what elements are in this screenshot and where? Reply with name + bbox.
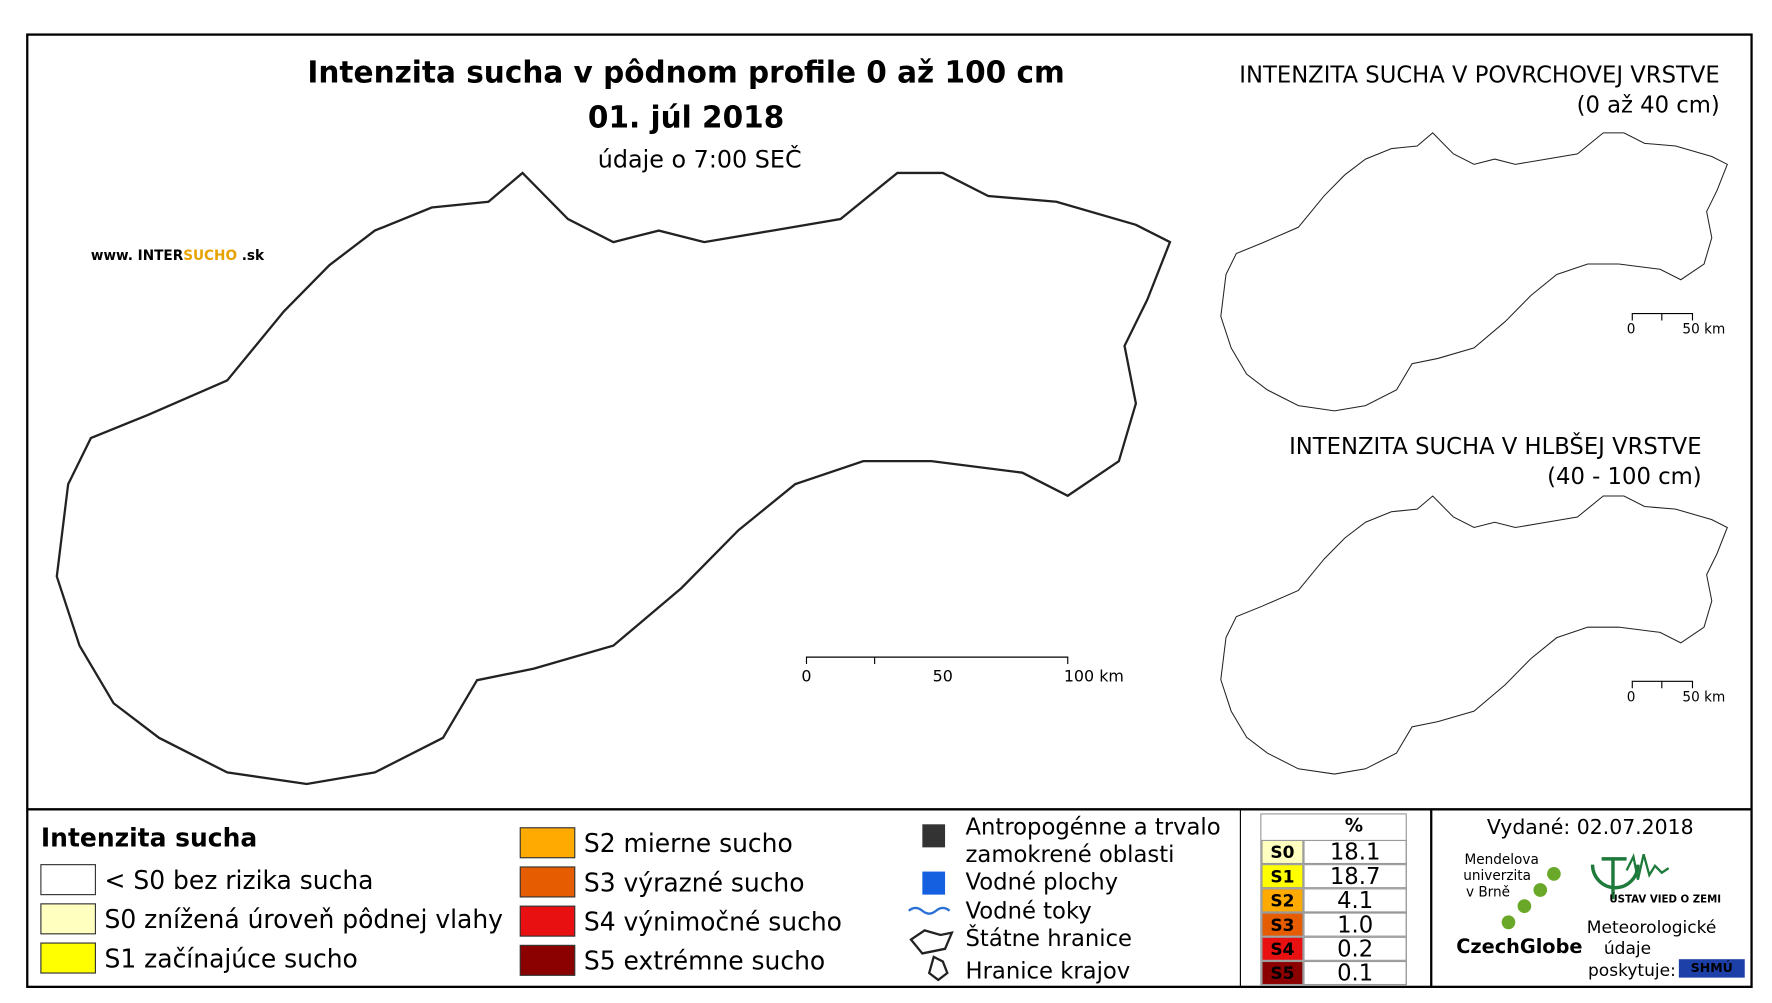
icon: [907, 906, 951, 915]
legend-swatch: [519, 827, 576, 859]
frame: [26, 33, 1753, 989]
legend-swatch: [519, 866, 576, 898]
inset-scale-bar: [1631, 680, 1694, 689]
legend-label: S4 výnimočné sucho: [584, 907, 842, 936]
icon: [922, 871, 946, 895]
table-cell: [1303, 864, 1407, 889]
table-value: 1.0: [1337, 912, 1373, 938]
legend-label: S1 začínajúce sucho: [105, 944, 358, 973]
table-cell-color: [1261, 864, 1304, 889]
table-cell-color: [1261, 912, 1304, 937]
layer-label: Vodné plochy: [966, 870, 1119, 896]
website-prefix: www. INTER: [91, 248, 184, 264]
table-cell: [1303, 960, 1407, 986]
legend: < S0 bez rizika sucha S0 znížená úroveň p…: [40, 827, 842, 976]
table-value: 4.1: [1337, 888, 1373, 914]
inset-scale-label: 0: [1627, 689, 1636, 705]
legend-label: S3 výrazné sucho: [584, 868, 805, 897]
table-cell-color: [1261, 960, 1304, 986]
logo-text: v Brně: [1466, 884, 1510, 900]
table-value: 18.1: [1330, 840, 1381, 866]
scale-label: 50: [933, 666, 953, 685]
stats-table: % S0 18.1 S1 18.7 S2 4.1 S3 1.0 S4 0.2 S5 0.1: [1260, 813, 1407, 987]
scale-bar: [805, 656, 1069, 665]
scale-label: 0: [801, 666, 811, 685]
website-suffix: .sk: [237, 248, 265, 264]
logo-text: údaje: [1604, 939, 1651, 959]
legend-label: S5 extrémne sucho: [584, 947, 825, 976]
inset-title: INTENZITA SUCHA V HLBŠEJ VRSTVE: [1289, 432, 1701, 460]
table-class: S5: [1270, 964, 1294, 984]
inset-subtitle: (40 - 100 cm): [1547, 464, 1701, 490]
legend-swatch: [519, 905, 576, 937]
logo-text: Mendelova: [1465, 852, 1539, 868]
table-class: S2: [1270, 891, 1294, 911]
table-class: S3: [1270, 916, 1294, 936]
icon: [927, 955, 949, 982]
logo-text: SHMÚ: [1691, 960, 1733, 975]
icon: [909, 929, 954, 955]
legend-title: Intenzita sucha: [41, 823, 257, 852]
legend-label: < S0 bez rizika sucha: [105, 866, 374, 895]
subtitle: údaje o 7:00 SEČ: [598, 143, 802, 173]
inset-title: INTENZITA SUCHA V POVRCHOVEJ VRSTVE: [1239, 62, 1719, 88]
logo-icon: [1625, 853, 1670, 880]
inset-subtitle: (0 až 40 cm): [1577, 92, 1720, 118]
legend-label: S2 mierne sucho: [584, 829, 793, 858]
logo-text: univerzita: [1463, 868, 1531, 884]
layer-legend: Antropogénne a trvalo zamokrené oblasti …: [907, 814, 1221, 984]
table-cell-color: [1261, 888, 1304, 913]
legend-swatch: [519, 944, 576, 976]
table-value: 18.7: [1330, 864, 1381, 890]
logo-text: ÚSTAV VIED O ZEMI: [1609, 892, 1721, 905]
inset-top-map: [1221, 133, 1727, 411]
logo-dots: [1501, 866, 1561, 930]
legend-swatch: [40, 864, 96, 896]
table-class: S0: [1270, 843, 1294, 863]
inset-scale-label: 0: [1627, 322, 1636, 338]
legend-swatch: [40, 942, 96, 974]
inset-scale-label: 50 km: [1682, 322, 1725, 338]
table-cell-color: [1261, 936, 1304, 961]
inset-bottom-map: [1210, 496, 1727, 774]
table-cell: [1303, 839, 1407, 865]
layer-label: Antropogénne a trvalo: [966, 814, 1221, 840]
layer-label: Štátne hranice: [966, 924, 1133, 952]
layer-label: zamokrené oblasti: [966, 842, 1175, 868]
table-cell: [1303, 936, 1407, 961]
logo-shape: [1678, 959, 1745, 978]
legend-label: S0 znížená úroveň pôdnej vlahy: [105, 905, 504, 934]
table-header: %: [1345, 816, 1363, 837]
logo-text: CzechGlobe: [1456, 935, 1582, 958]
table-value: 0.1: [1337, 961, 1373, 987]
icon: [922, 824, 946, 848]
logo-text: poskytuje:: [1588, 961, 1676, 981]
table-cell: [1303, 912, 1407, 937]
layer-label: Hranice krajov: [966, 958, 1131, 984]
table-value: 0.2: [1337, 936, 1373, 962]
inset-scale-bar: [1631, 313, 1694, 321]
website: www. INTERSUCHO .sk: [91, 248, 265, 264]
legend-swatch: [40, 903, 96, 935]
date: 01. júl 2018: [588, 100, 784, 135]
layer-label: Vodné toky: [966, 898, 1092, 924]
table-cell-color: [1261, 839, 1304, 865]
logo-text: Meteorologické: [1587, 918, 1717, 938]
inset-scale-label: 50 km: [1682, 689, 1725, 705]
issued: Vydané: 02.07.2018: [1487, 815, 1694, 839]
main-map: [34, 173, 1170, 784]
table-class: S4: [1270, 940, 1294, 960]
table-class: S1: [1270, 867, 1294, 887]
scale-label: 100 km: [1064, 666, 1124, 685]
website-highlight: SUCHO: [183, 248, 237, 264]
title: Intenzita sucha v pôdnom profile 0 až 10…: [307, 55, 1064, 90]
table-cell: [1303, 888, 1407, 913]
